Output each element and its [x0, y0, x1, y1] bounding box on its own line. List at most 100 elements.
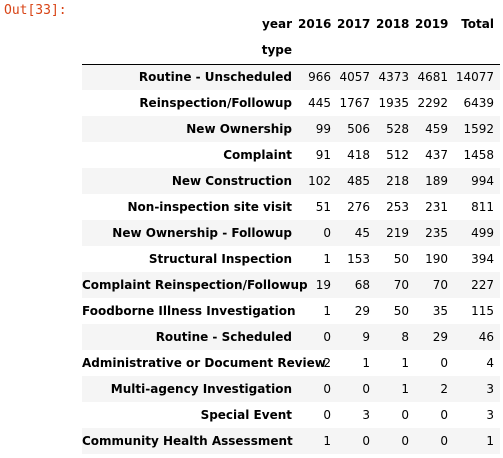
- row-label: New Construction: [171, 174, 292, 188]
- row-label: Administrative or Document Review: [82, 356, 326, 370]
- cell: 1: [486, 434, 494, 448]
- cell: 2: [440, 382, 448, 396]
- row-label: Routine - Scheduled: [155, 330, 292, 344]
- cell: 445: [308, 96, 331, 110]
- cell: 0: [440, 434, 448, 448]
- row-label: Structural Inspection: [148, 252, 292, 266]
- blank: [337, 37, 376, 65]
- cell: 0: [362, 434, 370, 448]
- output-prompt: Out[33]:: [4, 3, 67, 18]
- table-head: year 2016 2017 2018 2019 Total type: [82, 11, 500, 65]
- cell: 190: [425, 252, 448, 266]
- cell: 0: [401, 408, 409, 422]
- cell: 0: [440, 408, 448, 422]
- cell: 1767: [339, 96, 370, 110]
- cell: 3: [486, 382, 494, 396]
- cell: 459: [425, 122, 448, 136]
- cell: 29: [432, 330, 448, 344]
- cell: 50: [393, 304, 409, 318]
- cell: 1: [323, 304, 331, 318]
- cell: 0: [362, 382, 370, 396]
- table-row: Special Event 0 3 0 0 3: [82, 402, 500, 428]
- column-header: 2016: [298, 17, 332, 31]
- cell: 966: [308, 70, 331, 85]
- cell: 485: [347, 174, 370, 188]
- cell: 1592: [463, 122, 494, 136]
- row-label: New Ownership: [186, 122, 292, 136]
- table-body: Routine - Unscheduled 966 4057 4373 4681 1407…: [82, 64, 500, 454]
- cell: 50: [393, 252, 409, 266]
- cell: 14077: [455, 70, 494, 85]
- cell: 35: [432, 304, 448, 318]
- cell: 99: [315, 122, 331, 136]
- index-name: type: [82, 37, 298, 65]
- cell: 153: [347, 252, 370, 266]
- blank: [376, 37, 415, 65]
- cell: 8: [401, 330, 409, 344]
- cell: 189: [425, 174, 448, 188]
- cell: 68: [354, 278, 370, 292]
- table-row: Complaint 91 418 512 437 1458: [82, 142, 500, 168]
- table-row: Community Health Assessment 1 0 0 0 1: [82, 428, 500, 454]
- cell: 6439: [463, 96, 494, 110]
- table-row: Structural Inspection 1 153 50 190 394: [82, 246, 500, 272]
- header-row: year 2016 2017 2018 2019 Total: [82, 11, 500, 37]
- cell: 45: [354, 226, 370, 240]
- table-row: New Ownership - Followup 0 45 219 235 499: [82, 220, 500, 246]
- column-header: Total: [461, 17, 494, 31]
- cell: 1458: [463, 148, 494, 162]
- cell: 994: [471, 174, 494, 188]
- row-label: Complaint: [223, 148, 292, 162]
- row-label: Reinspection/Followup: [139, 96, 292, 110]
- cell: 1: [401, 356, 409, 370]
- cell: 512: [386, 148, 409, 162]
- table-row: Complaint Reinspection/Followup 19 68 70 70 2…: [82, 272, 500, 298]
- column-header: 2019: [415, 17, 449, 31]
- columns-name: year: [262, 17, 292, 31]
- cell: 91: [315, 148, 331, 162]
- cell: 70: [393, 278, 409, 292]
- cell: 2292: [417, 96, 448, 110]
- row-label: New Ownership - Followup: [112, 226, 292, 240]
- cell: 528: [386, 122, 409, 136]
- cell: 394: [471, 252, 494, 266]
- cell: 1935: [378, 96, 409, 110]
- cell: 235: [425, 226, 448, 240]
- cell: 1: [401, 382, 409, 396]
- table-row: Reinspection/Followup 445 1767 1935 2292 6439: [82, 90, 500, 116]
- table-row: Non-inspection site visit 51 276 253 231 811: [82, 194, 500, 220]
- table-row: Multi-agency Investigation 0 0 1 2 3: [82, 376, 500, 402]
- cell: 102: [308, 174, 331, 188]
- cell: 0: [440, 356, 448, 370]
- blank: [415, 37, 454, 65]
- cell: 19: [315, 278, 331, 292]
- cell: 4373: [378, 70, 409, 85]
- table-row: New Construction 102 485 218 189 994: [82, 168, 500, 194]
- blank: [298, 37, 337, 65]
- cell: 2: [323, 356, 331, 370]
- cell: 1: [323, 252, 331, 266]
- cell: 811: [471, 200, 494, 214]
- cell: 276: [347, 200, 370, 214]
- cell: 506: [347, 122, 370, 136]
- cell: 3: [362, 408, 370, 422]
- column-header: 2018: [376, 17, 410, 31]
- cell: 253: [386, 200, 409, 214]
- cell: 3: [486, 408, 494, 422]
- cell: 70: [432, 278, 448, 292]
- cell: 219: [386, 226, 409, 240]
- cell: 0: [323, 330, 331, 344]
- cell: 1: [362, 356, 370, 370]
- cell: 0: [401, 434, 409, 448]
- cell: 46: [478, 330, 494, 344]
- row-label: Special Event: [200, 408, 292, 422]
- table-row: Routine - Scheduled 0 9 8 29 46: [82, 324, 500, 350]
- table-row: New Ownership 99 506 528 459 1592: [82, 116, 500, 142]
- row-label: Foodborne Illness Investigation: [82, 304, 296, 318]
- cell: 4: [486, 356, 494, 370]
- table-row: Administrative or Document Review 2 1 1 0 4: [82, 350, 500, 376]
- cell: 437: [425, 148, 448, 162]
- row-label: Multi-agency Investigation: [110, 382, 292, 396]
- cell: 9: [362, 330, 370, 344]
